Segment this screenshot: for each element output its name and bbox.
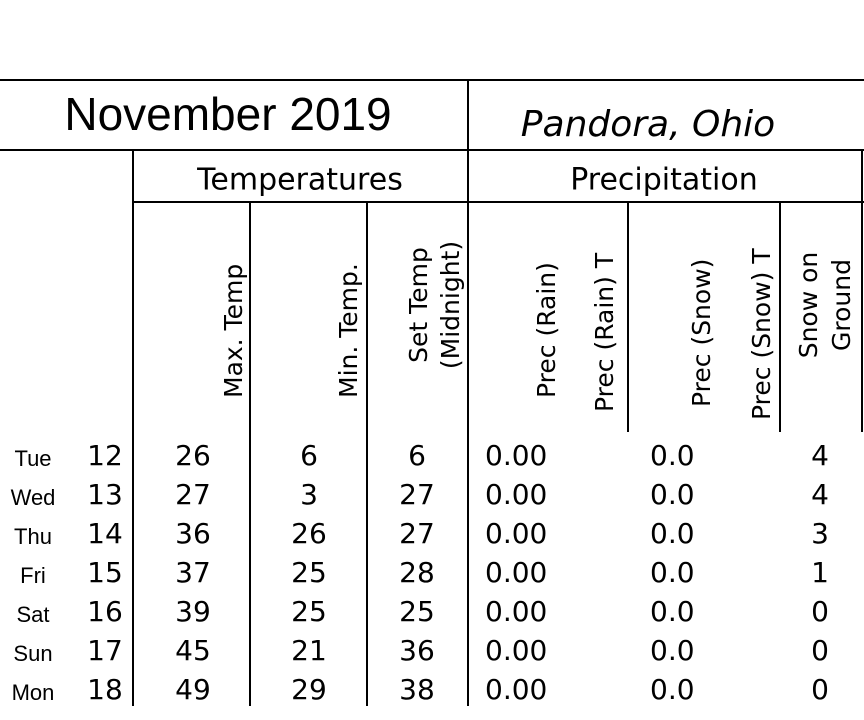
- cell: 49: [175, 673, 211, 706]
- cell: 0.00: [485, 439, 547, 472]
- column-header: (Midnight): [436, 241, 465, 369]
- date: 13: [87, 478, 123, 511]
- cell: 26: [175, 439, 211, 472]
- cell: 0.0: [650, 673, 695, 706]
- weekday: Sat: [16, 602, 49, 627]
- cell: 26: [291, 517, 327, 550]
- group-header: Temperatures: [196, 163, 403, 198]
- cell: 45: [175, 634, 211, 667]
- cell: 0.0: [650, 517, 695, 550]
- cell: 0.0: [650, 478, 695, 511]
- cell: 27: [399, 478, 435, 511]
- weekday: Wed: [11, 485, 56, 510]
- cell: 1: [811, 556, 829, 589]
- weekday: Tue: [14, 446, 51, 471]
- cell: 0.0: [650, 439, 695, 472]
- cell: 36: [175, 517, 211, 550]
- cell: 38: [399, 673, 435, 706]
- column-header: Prec (Snow): [687, 259, 716, 407]
- column-header: Snow on: [794, 252, 823, 359]
- cell: 0: [811, 673, 829, 706]
- cell: 0.00: [485, 556, 547, 589]
- cell: 0: [811, 634, 829, 667]
- weekday: Fri: [20, 563, 46, 588]
- cell: 3: [300, 478, 318, 511]
- column-header: Set Temp: [404, 247, 433, 363]
- cell: 0.00: [485, 673, 547, 706]
- cell: 29: [291, 673, 327, 706]
- column-header: Prec (Rain) T: [590, 252, 619, 412]
- weekday: Mon: [12, 680, 55, 705]
- cell: 0.00: [485, 478, 547, 511]
- column-header: Min. Temp.: [334, 263, 363, 398]
- date: 17: [87, 634, 123, 667]
- date: 16: [87, 595, 123, 628]
- cell: 3: [811, 517, 829, 550]
- group-header: Precipitation: [570, 163, 758, 198]
- table-title: November 2019: [64, 88, 391, 140]
- weekday: Thu: [14, 524, 52, 549]
- cell: 0.0: [650, 595, 695, 628]
- cell: 27: [175, 478, 211, 511]
- cell: 0.0: [650, 634, 695, 667]
- cell: 6: [408, 439, 426, 472]
- cell: 27: [399, 517, 435, 550]
- cell: 28: [399, 556, 435, 589]
- cell: 4: [811, 439, 829, 472]
- column-header: Prec (Rain): [532, 262, 561, 398]
- cell: 0.00: [485, 634, 547, 667]
- cell: 36: [399, 634, 435, 667]
- cell: 6: [300, 439, 318, 472]
- cell: 25: [291, 595, 327, 628]
- date: 15: [87, 556, 123, 589]
- cell: 21: [291, 634, 327, 667]
- cell: 4: [811, 478, 829, 511]
- column-header: Prec (Snow) T: [747, 248, 776, 420]
- cell: 25: [291, 556, 327, 589]
- location: Pandora, Ohio: [521, 104, 775, 145]
- cell: 0: [811, 595, 829, 628]
- cell: 0.00: [485, 517, 547, 550]
- cell: 37: [175, 556, 211, 589]
- cell: 0.0: [650, 556, 695, 589]
- date: 12: [87, 439, 123, 472]
- date: 14: [87, 517, 123, 550]
- cell: 39: [175, 595, 211, 628]
- date: 18: [87, 673, 123, 706]
- column-header: Max. Temp: [219, 264, 248, 398]
- cell: 0.00: [485, 595, 547, 628]
- cell: 25: [399, 595, 435, 628]
- weekday: Sun: [13, 641, 52, 666]
- column-header: Ground: [827, 259, 856, 351]
